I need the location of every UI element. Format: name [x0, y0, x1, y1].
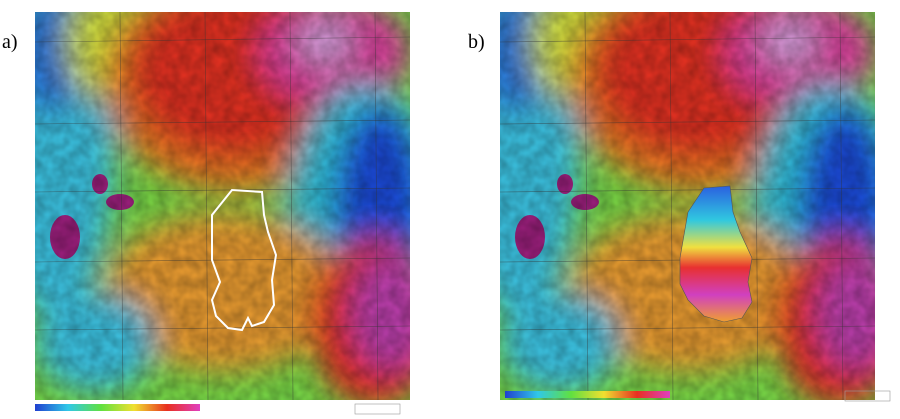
color-bar	[35, 404, 200, 411]
panel-a: a)	[0, 0, 445, 415]
survey-patch	[679, 185, 753, 323]
panel-label: a)	[2, 31, 18, 53]
map-image	[460, 0, 900, 407]
legend-box	[844, 390, 891, 402]
survey-outline	[210, 188, 278, 332]
map-image	[0, 0, 445, 407]
legend-box	[354, 403, 401, 415]
panel-b: b)	[460, 0, 900, 407]
color-bar	[505, 391, 670, 398]
panel-label: b)	[468, 31, 485, 53]
